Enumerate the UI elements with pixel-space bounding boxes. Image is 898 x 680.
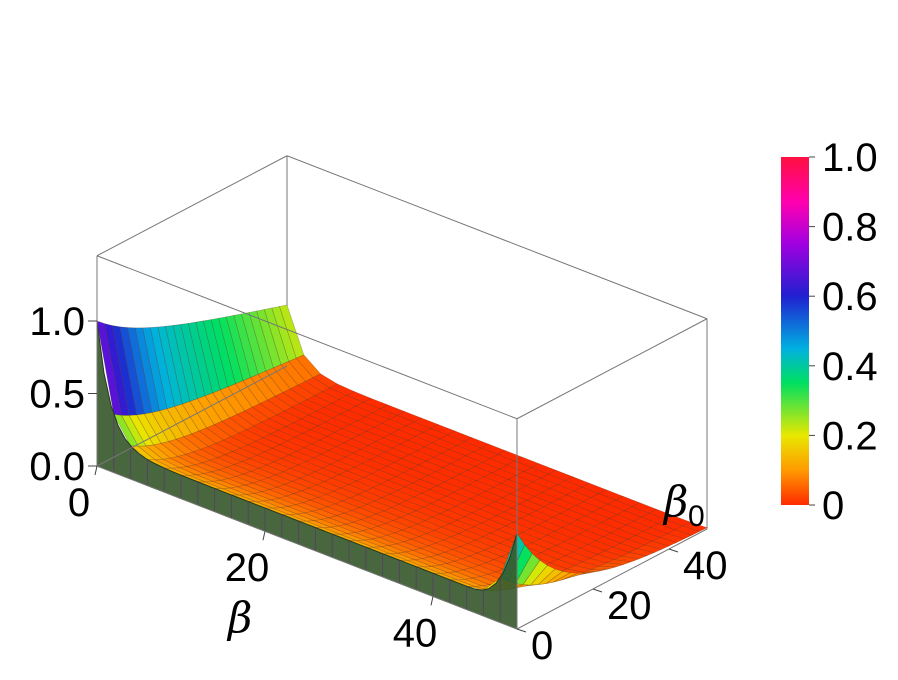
surface-mesh (96, 304, 708, 630)
colorbar-tick-label: 0 (822, 484, 844, 528)
y-axis-label-subscript: 0 (688, 500, 705, 533)
surface-patch (605, 559, 632, 565)
z-tick-label: 0.0 (29, 445, 85, 489)
y-axis-label: β (662, 477, 688, 526)
y-tick-mark (516, 628, 527, 633)
colorbar-ticks: 0 0.2 0.4 0.6 0.8 1.0 (809, 136, 878, 528)
box-edge-bottom-front (96, 465, 518, 630)
box-edge-bottom-left (96, 365, 288, 467)
surface-patch (636, 544, 663, 554)
colorbar-tick-label: 0.4 (822, 345, 878, 389)
colorbar-tick-label: 1.0 (822, 136, 878, 180)
box-edge-bottom-right (516, 528, 708, 630)
surface-patch (514, 553, 541, 586)
box-edge-back-top (286, 155, 708, 320)
surface-patch (681, 521, 708, 532)
y-tick-label: 0 (531, 624, 553, 668)
y-tick-label: 20 (607, 584, 652, 628)
x-tick-mark (262, 531, 266, 541)
surface-patch (537, 568, 564, 586)
y-tick-label: 40 (683, 544, 728, 588)
surface-patch (658, 533, 686, 543)
colorbar-tick-label: 0.8 (822, 206, 878, 250)
colorbar-gradient (781, 157, 809, 505)
colorbar-tick-label: 0.2 (822, 414, 878, 458)
x-tick-label: 20 (225, 546, 270, 590)
surface-patch (583, 568, 609, 573)
box-back-edges (96, 155, 708, 529)
surface-patch (591, 565, 616, 570)
axis-labels: β β 0 (226, 477, 705, 642)
z-tick-label: 0.5 (29, 373, 85, 417)
surface-patch (613, 555, 640, 563)
surface-patch (545, 571, 572, 584)
surface-patch (522, 559, 548, 586)
surface-patch (674, 525, 701, 536)
x-tick-mark (430, 596, 434, 606)
z-tick-label: 1.0 (29, 300, 85, 344)
colorbar: 0 0.2 0.4 0.6 0.8 1.0 (781, 136, 878, 528)
box-edge-left-top (96, 155, 288, 257)
surface-patch (628, 548, 655, 557)
surface-patch (553, 572, 578, 583)
surface-patch (651, 537, 678, 547)
x-tick-mark (94, 465, 98, 476)
axis-ticks: 0 20 40 0 20 40 0.0 0.5 1.0 (29, 300, 727, 668)
x-axis-label: β (226, 593, 252, 642)
box-edge-right-top (516, 318, 708, 420)
surface-patch (666, 529, 693, 540)
box-front-edges (96, 255, 708, 630)
colorbar-tick-label: 0.6 (822, 275, 878, 319)
surface-patch (620, 552, 648, 560)
box-edge-front-top (96, 255, 518, 420)
surface-patch (643, 540, 670, 550)
x-tick-label: 40 (393, 611, 438, 655)
y-tick-mark (668, 548, 679, 553)
x-tick-label: 0 (68, 481, 90, 525)
surface-patch (560, 572, 586, 581)
y-tick-mark (592, 588, 603, 593)
